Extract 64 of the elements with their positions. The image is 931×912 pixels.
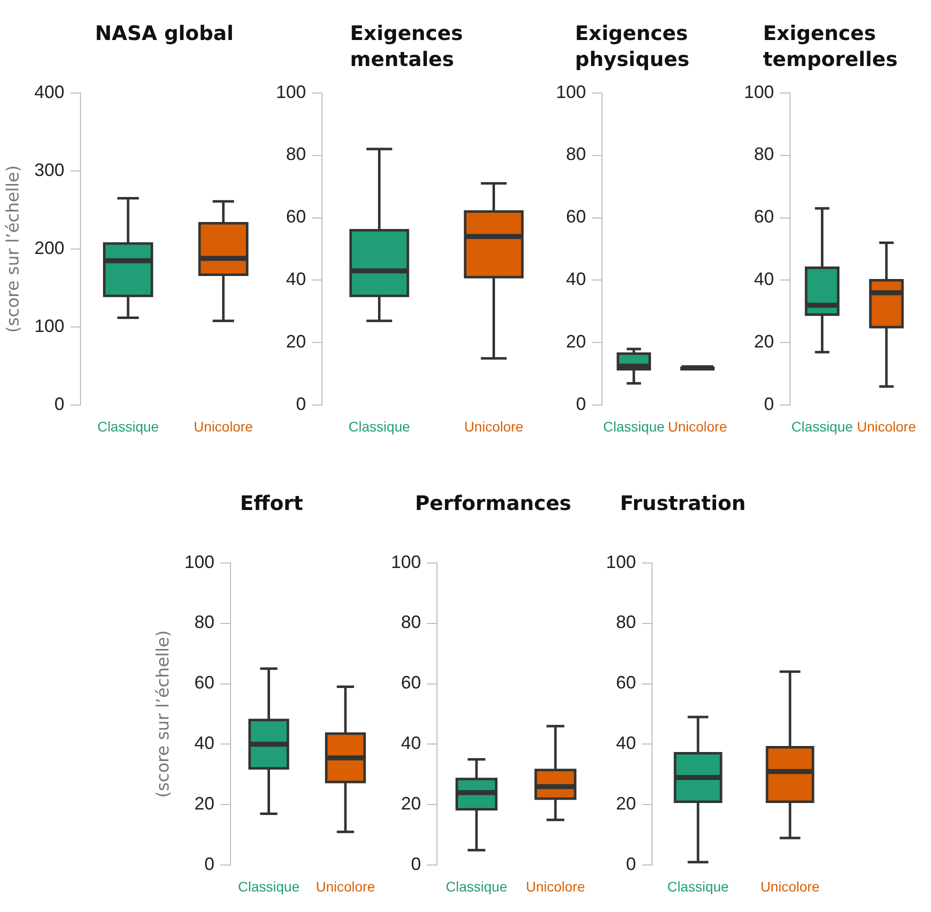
x-tick-label: Unicolore: [316, 878, 376, 894]
x-tick-label: Unicolore: [856, 418, 916, 434]
y-tick-label: 100: [390, 552, 422, 572]
y-tick-label: 80: [566, 144, 586, 164]
y-tick-label: 400: [34, 82, 64, 102]
y-tick-label: 100: [34, 316, 64, 336]
x-tick-label: Classique: [348, 418, 410, 434]
x-tick-label: Unicolore: [194, 418, 254, 434]
chart-title: NASA global: [95, 20, 235, 46]
y-tick-label: 300: [34, 160, 64, 180]
x-tick-label: Unicolore: [760, 878, 820, 894]
y-tick-label: 80: [754, 144, 774, 164]
y-tick-label: 0: [411, 854, 422, 874]
y-tick-label: 20: [286, 332, 306, 352]
y-tick-label: 200: [34, 238, 64, 258]
y-tick-label: 40: [401, 733, 422, 754]
chart-title: Exigences mentales: [350, 20, 464, 72]
chart-title: Performances: [415, 490, 572, 516]
y-tick-label: 0: [764, 394, 774, 414]
x-tick-label: Classique: [238, 878, 300, 894]
y-tick-label: 40: [286, 269, 306, 290]
x-tick-label: Unicolore: [668, 418, 728, 434]
y-tick-label: 0: [626, 854, 636, 874]
y-tick-label: 60: [401, 672, 422, 693]
y-tick-label: 60: [616, 672, 636, 693]
y-tick-label: 0: [54, 394, 64, 414]
chart-title: Effort: [240, 490, 304, 516]
y-axis-title: (score sur l’échelle): [154, 630, 174, 798]
x-tick-label: Classique: [97, 418, 160, 434]
y-tick-label: 100: [184, 552, 214, 572]
y-tick-label: 100: [606, 552, 636, 572]
y-tick-label: 20: [401, 794, 422, 814]
y-tick-label: 20: [616, 794, 636, 814]
y-tick-label: 60: [754, 206, 774, 227]
y-tick-label: 20: [754, 332, 774, 352]
y-axis-title: (score sur l’échelle): [4, 165, 24, 333]
x-tick-label: Unicolore: [464, 418, 524, 434]
chart-title: Frustration: [620, 490, 747, 516]
y-tick-label: 20: [566, 332, 586, 352]
x-tick-label: Classique: [791, 418, 854, 434]
y-tick-label: 60: [194, 672, 214, 693]
y-tick-label: 100: [744, 82, 774, 102]
y-tick-label: 40: [194, 733, 214, 754]
chart-title: Exigences temporelles: [763, 20, 899, 72]
y-tick-label: 0: [576, 394, 586, 414]
x-tick-label: Classique: [603, 418, 665, 434]
y-tick-label: 40: [566, 269, 586, 290]
y-tick-label: 40: [754, 269, 774, 290]
y-tick-label: 60: [566, 206, 586, 227]
y-tick-label: 60: [286, 206, 306, 227]
y-tick-label: 80: [194, 612, 214, 632]
chart-title: Exigences physiques: [575, 20, 690, 72]
y-tick-label: 20: [194, 794, 214, 814]
y-tick-label: 100: [556, 82, 586, 102]
y-tick-label: 80: [616, 612, 636, 632]
x-tick-label: Unicolore: [526, 878, 586, 894]
y-tick-label: 40: [616, 733, 636, 754]
x-tick-label: Classique: [667, 878, 729, 894]
y-tick-label: 0: [296, 394, 306, 414]
x-tick-label: Classique: [446, 878, 508, 894]
y-tick-label: 100: [276, 82, 306, 102]
y-tick-label: 0: [204, 854, 214, 874]
y-tick-label: 80: [401, 612, 422, 632]
y-tick-label: 80: [286, 144, 306, 164]
